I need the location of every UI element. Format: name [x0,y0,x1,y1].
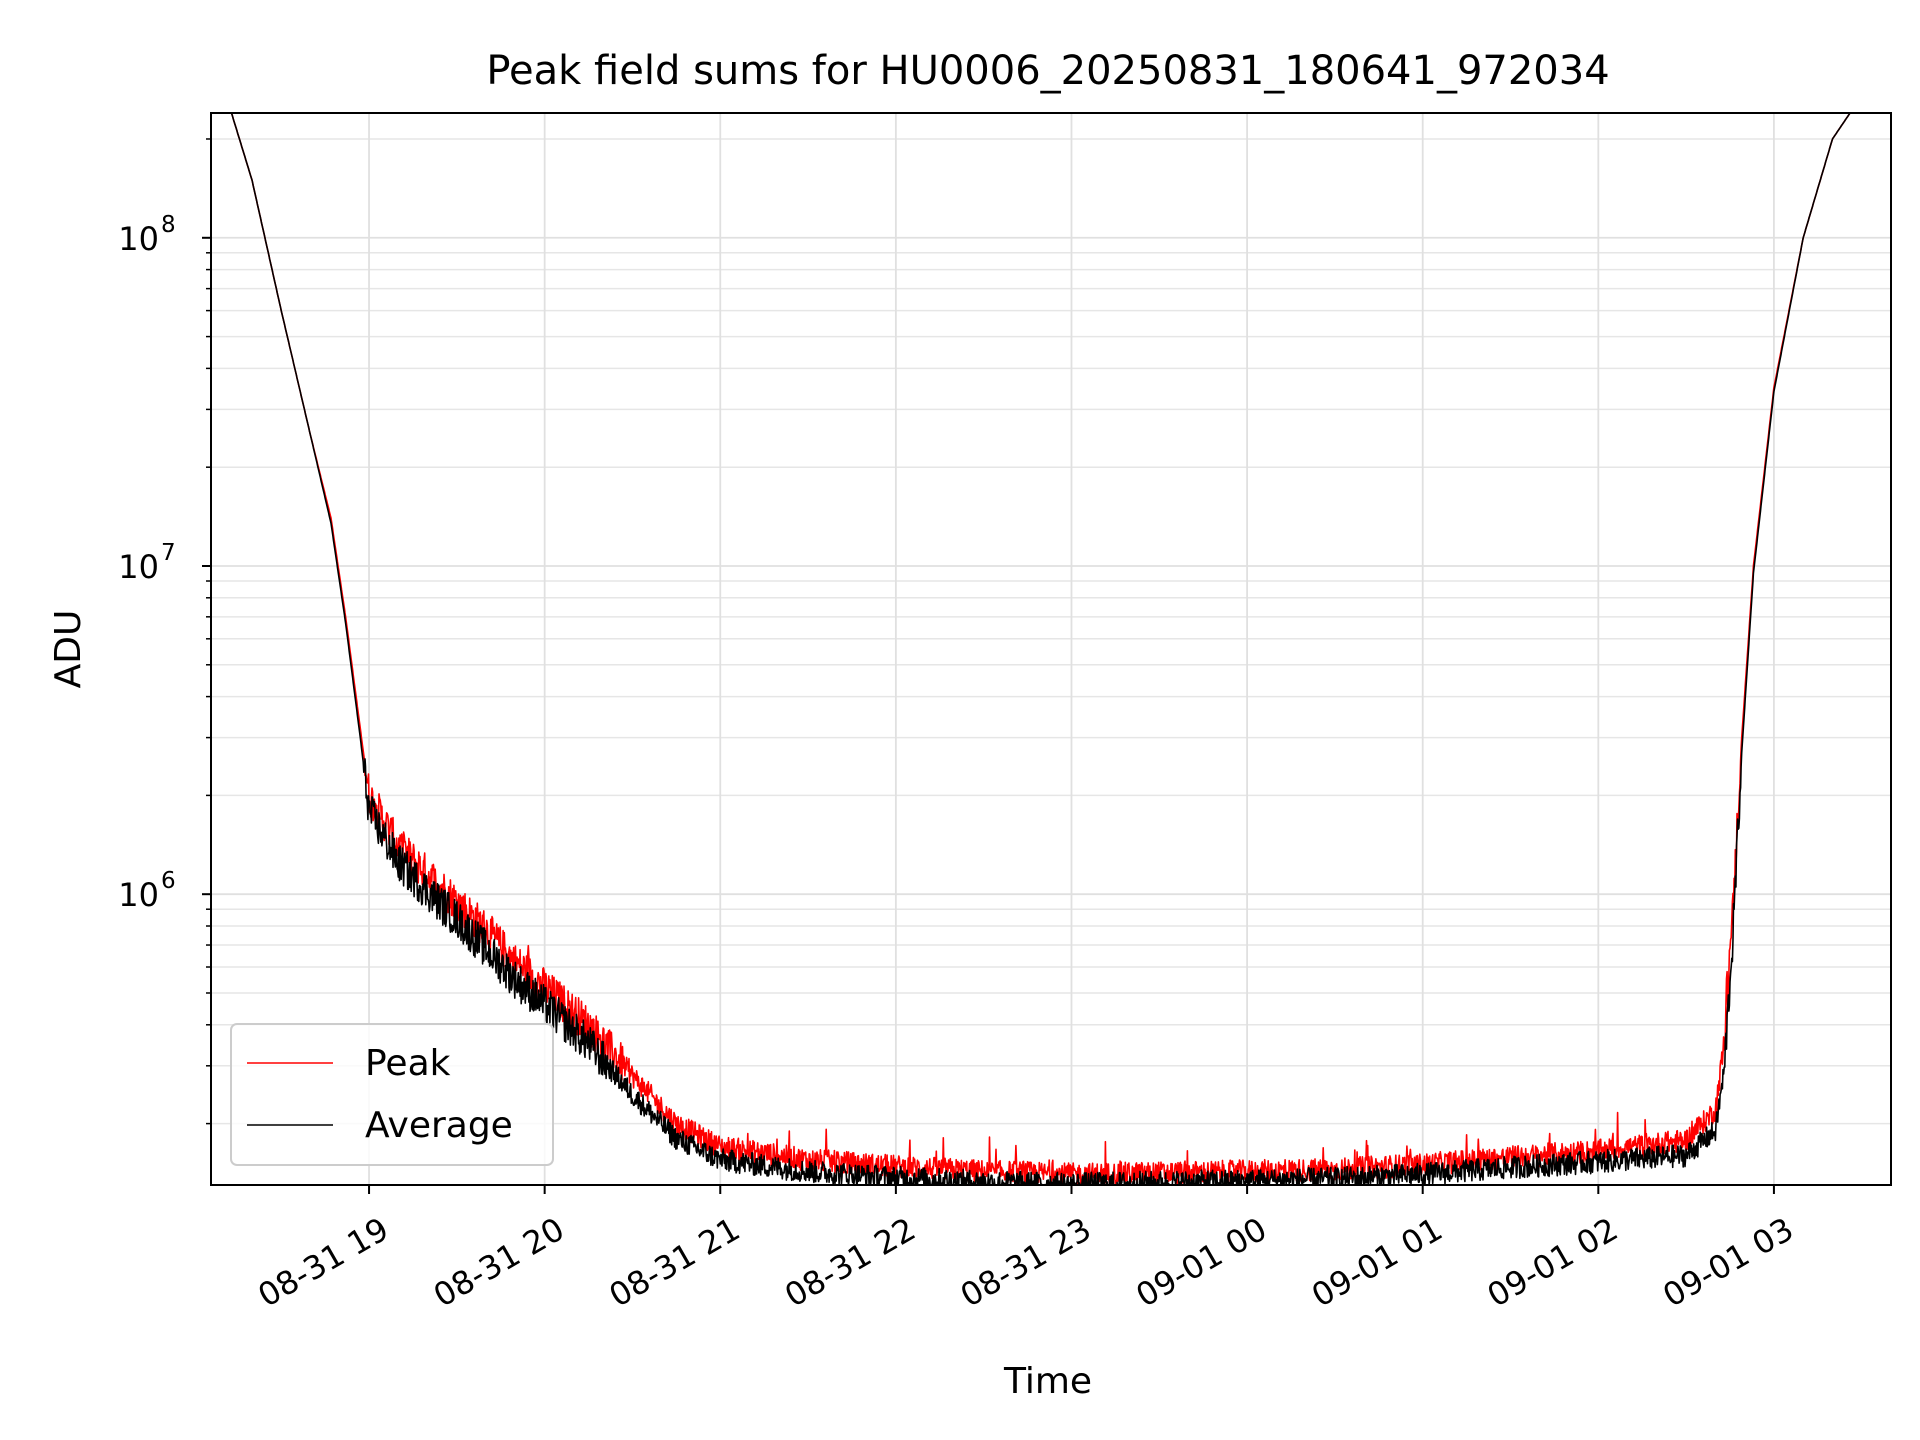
y-tick-label: 10 [118,220,159,258]
major-gridlines [211,113,1891,1185]
plot-frame [210,112,1892,1186]
legend: Peak Average [230,1023,554,1166]
y-tick-label: 10 [118,548,159,586]
legend-label-peak: Peak [365,1043,451,1084]
chart-title: Peak field sums for HU0006_20250831_1806… [486,48,1609,94]
legend-label-average: Average [365,1105,513,1146]
legend-box [230,1023,554,1166]
y-tick-exponent: 8 [161,212,176,238]
series-layer [230,113,1851,1185]
y-axis-label: ADU [48,610,89,689]
y-tick-exponent: 6 [161,868,176,894]
y-tick-exponent: 7 [161,540,176,566]
y-tick-label: 10 [118,876,159,914]
series-line-average [230,113,1851,1185]
x-axis-label: Time [1003,1361,1092,1402]
